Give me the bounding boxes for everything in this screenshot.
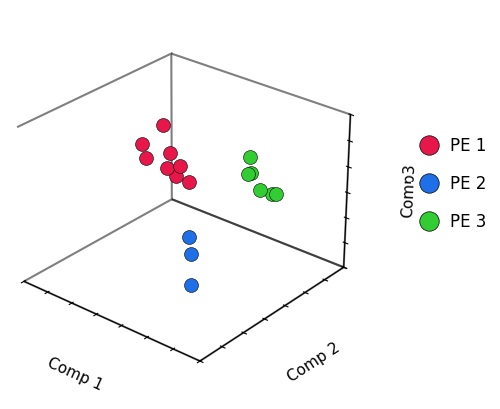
Legend: PE 1, PE 2, PE 3: PE 1, PE 2, PE 3 [412, 137, 486, 231]
Y-axis label: Comp 2: Comp 2 [285, 339, 343, 384]
X-axis label: Comp 1: Comp 1 [46, 354, 106, 392]
